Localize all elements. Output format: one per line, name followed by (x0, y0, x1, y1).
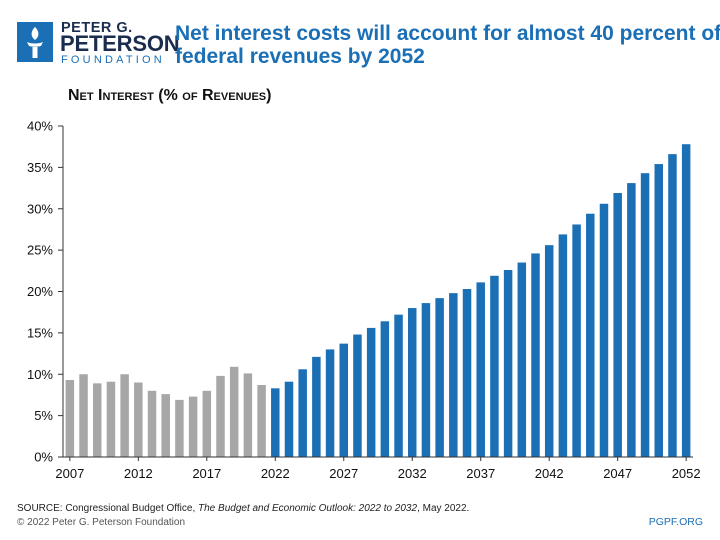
projected-bar-2047 (613, 193, 622, 457)
x-tick-label: 2012 (124, 466, 153, 481)
projected-bar-2031 (394, 314, 403, 457)
x-axis-tick-labels: 2007 2012 2017 2022 2027 2032 2037 2042 2047 2052 (55, 466, 700, 481)
y-tick-label: 20% (27, 284, 53, 299)
projected-bar-2046 (599, 203, 609, 457)
historical-bar-2012 (134, 382, 143, 457)
historical-bar-2009 (92, 383, 102, 457)
y-tick-label: 0% (34, 450, 53, 465)
y-tick-label: 15% (27, 325, 53, 340)
x-tick-label: 2027 (329, 466, 358, 481)
y-tick-label: 35% (27, 160, 53, 175)
projected-bar-2045 (586, 213, 595, 457)
y-axis-ticks (58, 125, 63, 458)
logo-line-2: PETERSON (60, 31, 180, 56)
copyright-notice: © 2022 Peter G. Peterson Foundation (17, 517, 186, 528)
projected-bar-2030 (380, 321, 390, 457)
projected-bar-2022 (271, 388, 280, 457)
chart-title-line-1: Net interest costs will account for almo… (175, 22, 720, 45)
projected-bar-2023 (284, 381, 294, 457)
projected-bar-2037 (476, 282, 485, 457)
bar-series (65, 144, 691, 458)
projected-bar-2028 (353, 334, 362, 457)
y-tick-label: 5% (34, 408, 53, 423)
torch-icon (17, 22, 53, 62)
source-publication: The Budget and Economic Outlook: 2022 to… (198, 503, 418, 514)
projected-bar-2029 (366, 327, 376, 457)
projected-bar-2038 (490, 275, 499, 457)
projected-bar-2027 (339, 343, 349, 457)
x-tick-label: 2017 (192, 466, 221, 481)
projected-bar-2026 (325, 349, 335, 457)
projected-bar-2039 (503, 269, 513, 457)
projected-bar-2044 (572, 224, 581, 457)
historical-bar-2021 (257, 385, 266, 457)
projected-bar-2050 (654, 164, 664, 457)
historical-bar-2014 (161, 394, 170, 457)
y-tick-label: 40% (27, 119, 53, 134)
logo-line-1: PETER G. (61, 20, 133, 36)
historical-bar-2016 (188, 396, 198, 457)
historical-bar-2013 (147, 390, 157, 457)
projected-bar-2052 (681, 144, 691, 457)
website-link[interactable]: PGPF.ORG (648, 516, 703, 528)
peterson-foundation-logo: PETER G. PETERSON FOUNDATION (17, 20, 180, 66)
projected-bar-2035 (449, 293, 458, 457)
historical-bar-2007 (65, 380, 75, 457)
projected-bar-2036 (462, 289, 472, 457)
x-tick-label: 2022 (261, 466, 290, 481)
y-axis-tick-labels: 0% 5% 10% 15% 20% 25% 30% 35% 40% (27, 119, 53, 465)
projected-bar-2033 (421, 303, 431, 457)
projected-bar-2043 (558, 234, 568, 457)
historical-bar-2020 (243, 373, 253, 457)
y-tick-label: 30% (27, 201, 53, 216)
projected-bar-2040 (517, 262, 527, 457)
y-tick-label: 10% (27, 367, 53, 382)
source-suffix: , May 2022. (417, 503, 470, 514)
historical-bar-2010 (106, 381, 116, 457)
historical-bar-2011 (120, 374, 129, 457)
source-prefix: SOURCE: Congressional Budget Office, (17, 503, 199, 514)
historical-bar-2017 (202, 390, 212, 457)
x-axis-ticks (69, 457, 687, 461)
historical-bar-2018 (216, 375, 225, 457)
y-tick-label: 25% (27, 243, 53, 258)
historical-bar-2008 (79, 374, 88, 457)
bar-chart: 0%5%10%15%20%25%30%35%40% 2007 2012 2017 20… (27, 119, 701, 482)
historical-bar-2015 (175, 399, 184, 457)
chart-title-line-2: federal revenues by 2052 (175, 45, 425, 69)
projected-bar-2048 (627, 183, 636, 457)
x-tick-label: 2037 (466, 466, 495, 481)
x-tick-label: 2052 (672, 466, 701, 481)
x-tick-label: 2047 (603, 466, 632, 481)
source-note: SOURCE: Congressional Budget Office, The… (17, 503, 469, 514)
projected-bar-2042 (544, 245, 554, 457)
x-tick-label: 2032 (398, 466, 427, 481)
x-tick-label: 2007 (55, 466, 84, 481)
x-tick-label: 2042 (535, 466, 564, 481)
logo-line-3: FOUNDATION (61, 54, 165, 66)
projected-bar-2025 (312, 356, 321, 457)
chart-subtitle: Net Interest (% of Revenues) (68, 87, 272, 104)
projected-bar-2049 (640, 173, 650, 458)
projected-bar-2032 (407, 308, 417, 457)
projected-bar-2041 (531, 253, 540, 457)
chart-title: Net interest costs will account for almo… (175, 22, 720, 69)
projected-bar-2034 (435, 298, 444, 457)
projected-bar-2024 (298, 369, 307, 457)
historical-bar-2019 (229, 366, 239, 457)
projected-bar-2051 (668, 154, 677, 457)
